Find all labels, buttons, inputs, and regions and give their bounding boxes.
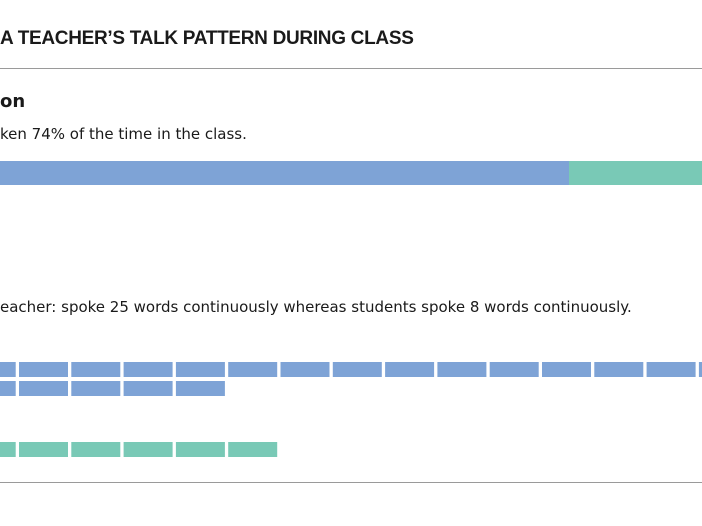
teacher-word-block <box>489 362 539 377</box>
teacher-word-block <box>71 381 121 396</box>
teacher-word-block <box>19 381 68 396</box>
teacher-word-block <box>0 381 16 396</box>
teacher-word-block <box>71 362 121 377</box>
teacher-share-bar <box>0 161 569 185</box>
student-word-block <box>0 442 16 457</box>
teacher-word-block <box>385 362 435 377</box>
student-word-block <box>123 442 173 457</box>
student-word-block <box>71 442 121 457</box>
teacher-word-block <box>175 362 225 377</box>
section-heading: on <box>0 91 26 112</box>
teacher-word-block <box>123 362 173 377</box>
teacher-word-block <box>19 362 68 377</box>
summary-text: ken 74% of the time in the class. <box>0 125 247 143</box>
teacher-word-block <box>123 381 173 396</box>
teacher-word-block <box>698 362 702 377</box>
teacher-word-block <box>0 362 16 377</box>
student-word-block <box>228 442 278 457</box>
teacher-word-block <box>175 381 225 396</box>
student-word-block <box>19 442 68 457</box>
teacher-word-block <box>646 362 696 377</box>
teacher-word-block <box>594 362 644 377</box>
student-share-bar <box>569 161 702 185</box>
student-word-block <box>175 442 225 457</box>
teacher-word-block <box>332 362 382 377</box>
teacher-word-block <box>228 362 278 377</box>
teacher-word-block <box>437 362 487 377</box>
detail-text: eacher: spoke 25 words continuously wher… <box>0 298 632 316</box>
title: A TEACHER’S TALK PATTERN DURING CLASS <box>0 28 414 49</box>
teacher-word-block <box>280 362 330 377</box>
teacher-word-block <box>542 362 591 377</box>
